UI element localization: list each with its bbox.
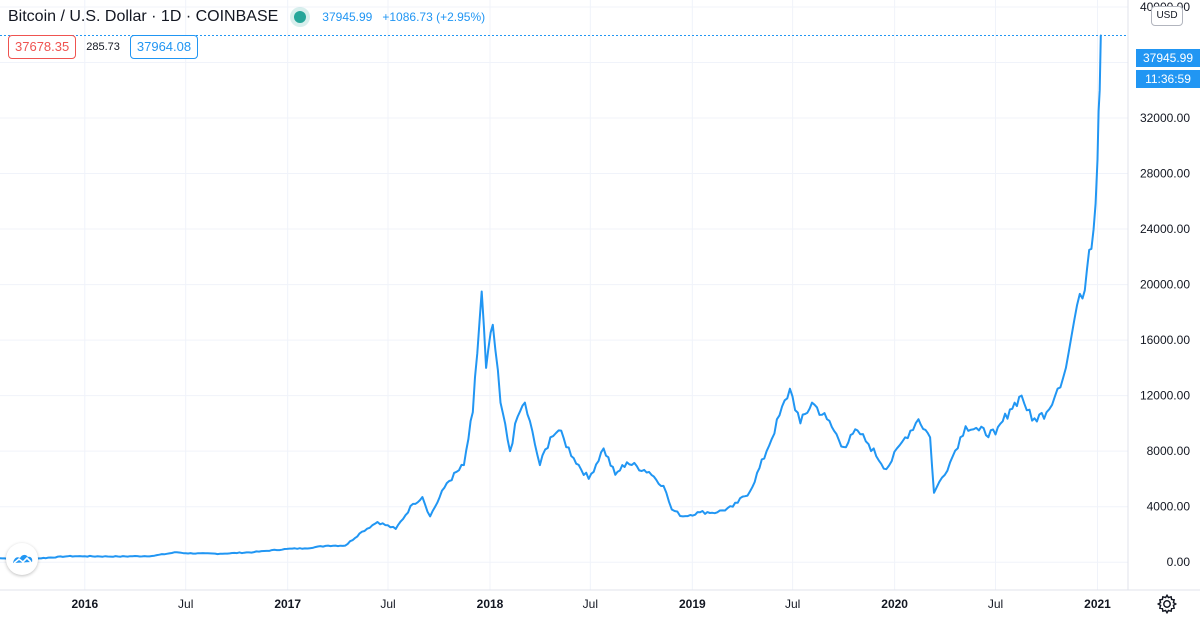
grid (0, 0, 1128, 590)
gear-icon[interactable] (1156, 593, 1178, 615)
bar-countdown-label: 11:36:59 (1136, 70, 1200, 88)
price-tick-label: 28000.00 (1140, 167, 1190, 181)
price-line-series (0, 34, 1102, 560)
price-tick-label: 0.00 (1167, 555, 1191, 569)
time-tick-label: 2019 (679, 597, 706, 611)
buy-price-button[interactable]: 37964.08 (129, 35, 199, 59)
price-tick-label: 8000.00 (1147, 444, 1191, 458)
time-tick-label: Jul (380, 597, 395, 611)
time-tick-label: 2016 (71, 597, 98, 611)
price-tick-label: 24000.00 (1140, 222, 1190, 236)
legend-last-price: 37945.99 (322, 10, 373, 24)
tradingview-logo-icon[interactable] (6, 543, 38, 575)
time-tick-label: Jul (178, 597, 193, 611)
time-tick-label: Jul (785, 597, 800, 611)
time-tick-label: 2017 (274, 597, 301, 611)
symbol-legend[interactable]: Bitcoin / U.S. Dollar · 1D · COINBASE 37… (8, 4, 485, 30)
price-tick-label: 20000.00 (1140, 278, 1190, 292)
time-tick-label: 2020 (881, 597, 908, 611)
time-axis[interactable]: 2016 Jul 2017 Jul 2018 Jul 2019 Jul 2020 Jul 2021 (71, 597, 1111, 611)
market-open-dot-icon (294, 11, 307, 23)
price-tick-label: 16000.00 (1140, 333, 1190, 347)
price-tick-label: 4000.00 (1147, 500, 1191, 514)
currency-button[interactable]: USD (1151, 6, 1183, 26)
price-axis[interactable]: 0.00 4000.00 8000.00 12000.00 16000.00 20000.… (1140, 0, 1190, 569)
price-tick-label: 32000.00 (1140, 111, 1190, 125)
quote-row: 37678.35 285.73 37964.08 (8, 35, 199, 59)
time-tick-label: Jul (583, 597, 598, 611)
symbol-title[interactable]: Bitcoin / U.S. Dollar · 1D · COINBASE (8, 8, 279, 25)
spread-value: 285.73 (86, 41, 120, 53)
sell-price-button[interactable]: 37678.35 (8, 35, 77, 59)
time-tick-label: 2018 (477, 597, 504, 611)
time-tick-label: 2021 (1084, 597, 1111, 611)
time-tick-label: Jul (988, 597, 1003, 611)
price-tick-label: 12000.00 (1140, 389, 1190, 403)
legend-change: +1086.73 (+2.95%) (382, 10, 486, 24)
last-price-axis-label: 37945.99 (1136, 49, 1200, 67)
